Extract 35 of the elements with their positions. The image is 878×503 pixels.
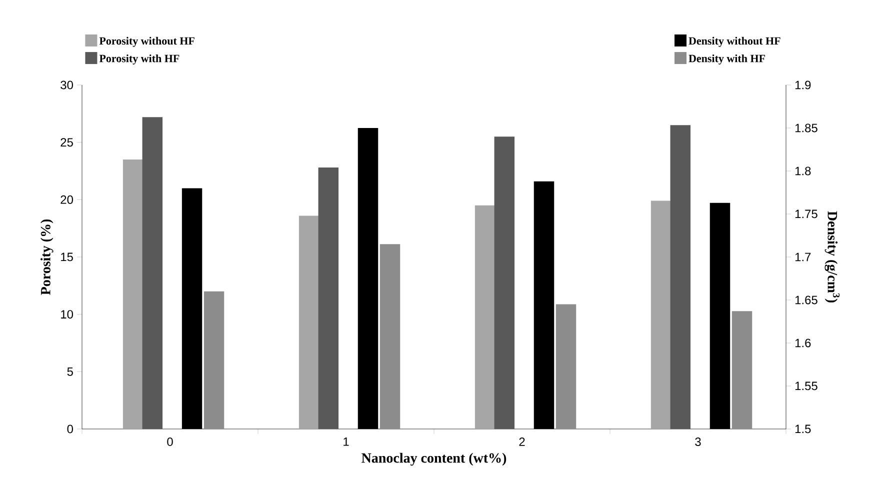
bar (670, 125, 691, 429)
bar (122, 160, 144, 429)
bar (474, 205, 496, 429)
x-tick-label: 0 (167, 438, 173, 446)
legend-label: Density with HF (688, 54, 765, 64)
y-tick-label: 20 (60, 195, 74, 204)
y-tick-label: 15 (61, 252, 73, 262)
x-tick-label: 1 (344, 438, 349, 446)
y2-tick-label: 1.55 (795, 382, 818, 390)
y2-tick-label: 1.8 (795, 166, 811, 176)
x-tick-label: 3 (695, 438, 701, 446)
y2-tick-label: 1.6 (795, 338, 811, 348)
y-axis-title: Porosity (%) (40, 219, 54, 295)
y2-tick-label: 1.75 (795, 210, 818, 218)
y-tick-label: 10 (61, 310, 74, 319)
legend-label: Porosity with HF (99, 54, 180, 64)
y-tick-label: 5 (67, 367, 73, 376)
y2-tick-label: 1.9 (795, 80, 811, 90)
y2-tick-label: 1.85 (795, 124, 818, 132)
y-tick-label: 30 (60, 80, 74, 90)
x-tick-label: 2 (519, 438, 525, 446)
bar (298, 216, 320, 429)
bar (650, 200, 672, 429)
y2-axis-title: Density (g/cm$^{3}$) (824, 211, 840, 302)
y2-tick-label: 1.7 (795, 252, 811, 262)
bar (142, 117, 163, 429)
bar (494, 136, 515, 429)
y-tick-label: 0 (67, 424, 74, 434)
legend-label: Density without HF (688, 36, 780, 47)
bar (318, 168, 339, 429)
y2-tick-label: 1.5 (795, 424, 811, 434)
legend-label: Porosity without HF (99, 36, 194, 47)
y-tick-label: 25 (60, 138, 73, 147)
y2-tick-label: 1.65 (795, 296, 818, 304)
x-axis-title: Nanoclay content (wt%) (362, 452, 506, 466)
